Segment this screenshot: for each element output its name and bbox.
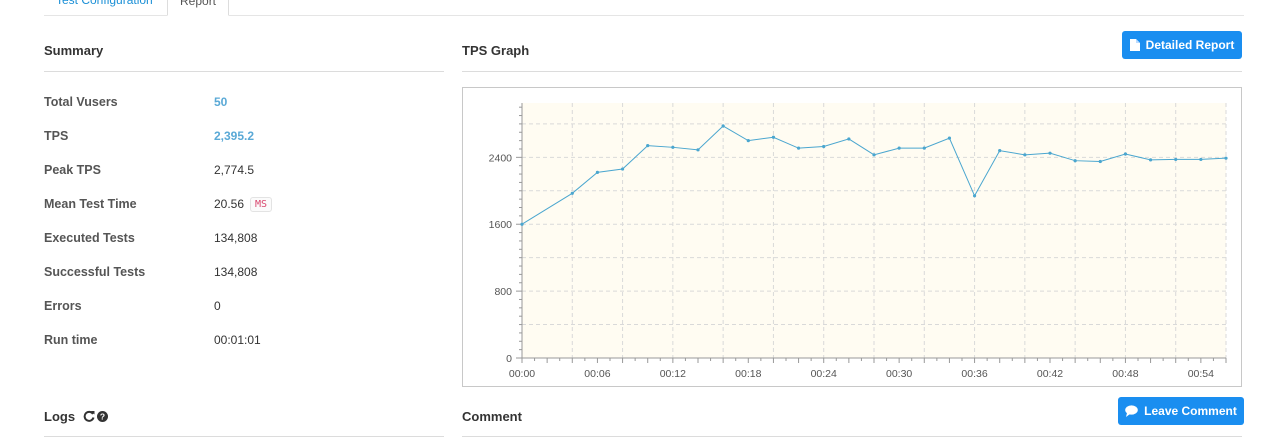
tps-chart: 0 800 1600 2400 00:00 00:06 00:12 00:18 00:24 00:… <box>462 87 1242 387</box>
logs-divider <box>44 436 444 437</box>
leave-comment-label: Leave Comment <box>1144 404 1237 418</box>
data-point <box>646 144 650 148</box>
summary-divider <box>44 71 444 72</box>
tps-graph-divider <box>462 71 1242 72</box>
summary-value: 2,774.5 <box>214 163 254 177</box>
data-point <box>922 146 926 150</box>
x-tick-label: 00:12 <box>660 368 686 380</box>
x-tick-label: 00:00 <box>509 368 535 380</box>
summary-label: Errors <box>44 299 82 313</box>
data-point <box>520 222 524 226</box>
data-point <box>1224 156 1228 160</box>
summary-label: TPS <box>44 129 69 143</box>
detailed-report-label: Detailed Report <box>1145 38 1235 52</box>
data-point <box>947 136 952 140</box>
data-point <box>620 167 625 171</box>
data-point <box>1023 153 1027 157</box>
series-line <box>521 125 1227 225</box>
unit-badge: MS <box>250 197 273 212</box>
help-icon[interactable]: ? <box>96 410 108 425</box>
summary-value-text: 2,395.2 <box>214 129 255 143</box>
x-tick-label: 00:30 <box>886 368 912 380</box>
summary-value-text: 134,808 <box>214 231 258 245</box>
summary-row: Successful Tests 134,808 <box>44 265 444 285</box>
summary-value-text: 00:01:01 <box>214 333 261 347</box>
summary-value: 134,808 <box>214 265 257 279</box>
refresh-icon[interactable] <box>83 410 95 425</box>
data-point <box>746 139 750 143</box>
summary-value-text: 2,774.5 <box>214 163 255 177</box>
data-point <box>1148 158 1153 162</box>
data-point <box>847 137 851 141</box>
summary-label: Executed Tests <box>44 231 135 245</box>
data-point <box>721 124 725 128</box>
summary-row: TPS 2,395.2 <box>44 129 444 149</box>
summary-value-text: 20.56 <box>214 197 245 211</box>
data-point <box>771 135 776 139</box>
comment-title: Comment <box>462 409 522 424</box>
data-point <box>1048 151 1052 155</box>
summary-label: Run time <box>44 333 98 347</box>
x-tick-label: 00:36 <box>961 368 987 380</box>
summary-value-text: 50 <box>214 95 228 109</box>
summary-value-text: 0 <box>214 299 221 313</box>
tab-report[interactable]: Report <box>167 0 229 16</box>
y-tick-label: 1600 <box>489 219 513 231</box>
data-point <box>1123 152 1128 156</box>
data-point <box>1098 159 1102 164</box>
data-point <box>1174 157 1178 162</box>
x-tick-label: 00:42 <box>1037 368 1063 380</box>
data-point <box>972 194 977 198</box>
data-point <box>872 153 876 157</box>
summary-label: Peak TPS <box>44 163 101 177</box>
data-point <box>998 149 1002 153</box>
summary-value: 20.56 MS <box>214 197 273 212</box>
data-point <box>796 146 801 150</box>
comment-divider <box>462 436 1242 437</box>
data-point <box>595 170 600 174</box>
data-point <box>696 148 700 152</box>
x-tick-label: 00:54 <box>1188 368 1214 380</box>
x-tick-label: 00:06 <box>584 368 610 380</box>
summary-row: Mean Test Time 20.56 MS <box>44 197 444 217</box>
data-point <box>1199 157 1203 162</box>
logs-title: Logs ? <box>44 409 108 425</box>
summary-value-text: 134,808 <box>214 265 258 279</box>
logs-title-text: Logs <box>44 409 76 424</box>
summary-row: Executed Tests 134,808 <box>44 231 444 251</box>
summary-label: Successful Tests <box>44 265 146 279</box>
x-tick-label: 00:18 <box>735 368 761 380</box>
comment-icon <box>1125 405 1138 417</box>
tab-test-configuration[interactable]: Test Configuration <box>56 0 153 7</box>
summary-row: Total Vusers 50 <box>44 95 444 115</box>
summary-value[interactable]: 50 <box>214 95 227 109</box>
leave-comment-button[interactable]: Leave Comment <box>1118 397 1244 425</box>
summary-value: 0 <box>214 299 221 313</box>
data-point <box>671 145 675 149</box>
y-tick-label: 0 <box>506 353 512 365</box>
summary-title: Summary <box>44 43 104 58</box>
summary-value: 00:01:01 <box>214 333 261 347</box>
file-icon <box>1129 39 1140 51</box>
data-point <box>822 144 826 149</box>
summary-value: 134,808 <box>214 231 257 245</box>
data-point <box>897 146 901 150</box>
tps-chart-svg: 0 800 1600 2400 00:00 00:06 00:12 00:18 00:24 00:… <box>489 103 1228 380</box>
data-point <box>1073 159 1077 163</box>
tps-graph-title: TPS Graph <box>462 43 530 58</box>
y-tick-label: 2400 <box>489 152 513 164</box>
x-tick-label: 00:24 <box>811 368 837 380</box>
detailed-report-button[interactable]: Detailed Report <box>1122 31 1242 59</box>
summary-label: Mean Test Time <box>44 197 137 211</box>
summary-row: Peak TPS 2,774.5 <box>44 163 444 183</box>
summary-value[interactable]: 2,395.2 <box>214 129 254 143</box>
x-tick-label: 00:48 <box>1112 368 1138 380</box>
tab-bar: Test Configuration Report <box>44 0 1244 16</box>
svg-text:?: ? <box>100 412 105 422</box>
data-point <box>570 191 574 195</box>
summary-row: Errors 0 <box>44 299 444 319</box>
summary-row: Run time 00:01:01 <box>44 333 444 353</box>
summary-label: Total Vusers <box>44 95 118 109</box>
y-tick-label: 800 <box>494 286 512 298</box>
